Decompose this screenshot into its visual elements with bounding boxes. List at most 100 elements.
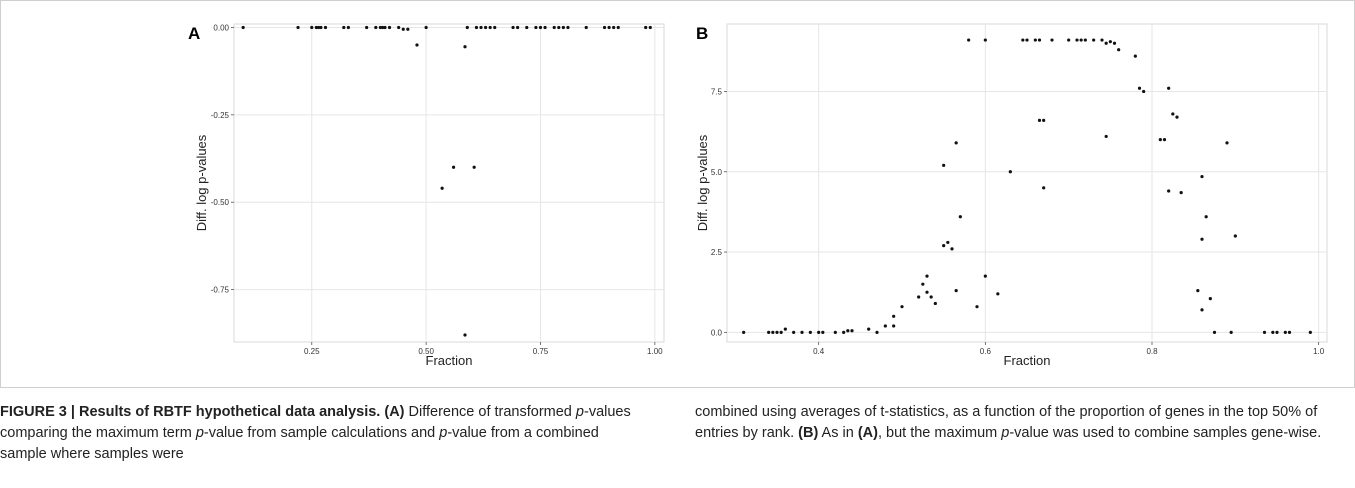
data-point xyxy=(374,25,378,30)
caption-part-b-tag: (B) xyxy=(798,425,819,441)
data-point xyxy=(1167,189,1171,193)
y-tick-label: 0.0 xyxy=(711,328,723,337)
y-tick-label: 2.5 xyxy=(711,248,723,257)
panel-a-label: A xyxy=(188,24,201,43)
data-point xyxy=(783,327,787,331)
data-point xyxy=(1271,330,1275,334)
data-point xyxy=(1262,330,1267,334)
data-point xyxy=(383,25,387,30)
data-point xyxy=(833,330,837,334)
data-point xyxy=(883,324,887,328)
data-point xyxy=(1308,330,1312,334)
data-point xyxy=(607,25,611,30)
data-point xyxy=(954,289,958,293)
caption-italic-p: p xyxy=(439,425,448,441)
caption-text: -value from sample calculations and xyxy=(203,425,440,441)
figure-caption-right: combined using averages of t-statistics,… xyxy=(695,402,1355,444)
data-point xyxy=(378,25,382,30)
data-point xyxy=(929,295,933,299)
data-point xyxy=(488,25,492,30)
data-point xyxy=(892,314,896,318)
panel-b-chart: 0.4 0.6 0.8 1.0 0.0 2.5 5.0 7.5 Fraction Diff. lo… xyxy=(695,23,1328,368)
data-point xyxy=(534,25,538,30)
data-point xyxy=(1179,191,1183,195)
data-point xyxy=(1092,38,1096,42)
data-point xyxy=(474,25,479,30)
y-tick-label: -0.50 xyxy=(211,198,230,207)
data-point xyxy=(1117,48,1121,52)
data-point xyxy=(925,290,929,294)
plot-area xyxy=(233,23,665,343)
caption-italic-p: p xyxy=(195,425,204,441)
y-tick-label: 5.0 xyxy=(711,168,723,177)
data-point xyxy=(1133,54,1137,58)
data-point xyxy=(1200,174,1204,179)
caption-text: -value from a combined sample where samp… xyxy=(0,425,599,462)
data-point xyxy=(644,25,648,30)
data-point xyxy=(1287,330,1292,334)
data-point xyxy=(942,244,946,248)
data-point xyxy=(850,329,854,333)
x-tick-label: 0.8 xyxy=(1146,347,1158,356)
x-axis-label: Fraction xyxy=(426,353,473,368)
data-point xyxy=(1042,118,1046,122)
data-point xyxy=(493,25,497,30)
data-point xyxy=(1175,115,1179,119)
data-point xyxy=(1008,170,1012,174)
data-point xyxy=(1208,297,1212,301)
data-point xyxy=(1033,38,1037,42)
data-point xyxy=(648,25,652,30)
data-point xyxy=(1083,38,1087,42)
y-tick-label: 0.00 xyxy=(213,23,229,32)
caption-part-a-ref: (A) xyxy=(857,425,878,441)
data-point xyxy=(800,330,804,334)
data-point xyxy=(1042,186,1046,190)
data-point xyxy=(1112,41,1117,45)
data-point xyxy=(365,25,369,30)
data-point xyxy=(954,141,958,145)
panel-b-label: B xyxy=(696,24,709,43)
x-tick-label: 0.6 xyxy=(980,347,992,356)
data-point xyxy=(538,25,543,30)
data-point xyxy=(525,25,529,30)
caption-text: -value was used to combine samples gene-… xyxy=(1009,425,1322,441)
data-point xyxy=(1079,38,1083,42)
data-point xyxy=(742,330,746,334)
data-point xyxy=(767,330,771,334)
data-point xyxy=(1104,41,1108,45)
y-tick-label: 7.5 xyxy=(711,87,723,96)
data-point xyxy=(1137,86,1142,90)
data-point xyxy=(775,330,779,334)
caption-text: -values comparing the maximum term xyxy=(0,404,631,441)
data-point xyxy=(463,45,467,49)
data-point xyxy=(983,38,987,42)
data-point xyxy=(310,25,314,30)
data-point xyxy=(1200,308,1204,312)
data-point xyxy=(967,38,971,42)
data-point xyxy=(983,274,987,278)
data-point xyxy=(483,25,488,30)
data-point xyxy=(1204,215,1208,219)
caption-title: FIGURE 3 | Results of RBTF hypothetical … xyxy=(0,404,381,420)
data-point xyxy=(1162,138,1167,142)
data-point xyxy=(584,25,588,30)
plot-area xyxy=(726,23,1328,343)
data-point xyxy=(401,27,405,31)
y-tick-label: -0.25 xyxy=(211,111,230,120)
data-point xyxy=(875,330,879,334)
data-point xyxy=(1196,289,1200,293)
data-point xyxy=(817,330,821,334)
y-axis-label: Diff. log p-values xyxy=(695,134,710,231)
data-point xyxy=(1100,38,1104,42)
data-point xyxy=(319,25,323,30)
data-point xyxy=(1275,330,1279,334)
data-point xyxy=(925,274,929,278)
data-point xyxy=(1067,38,1071,42)
data-point xyxy=(950,247,954,251)
data-point xyxy=(387,25,392,30)
data-point xyxy=(1200,237,1204,241)
data-point xyxy=(846,329,850,333)
data-point xyxy=(867,327,871,331)
data-point xyxy=(406,27,410,31)
x-tick-label: 1.0 xyxy=(1313,347,1325,356)
